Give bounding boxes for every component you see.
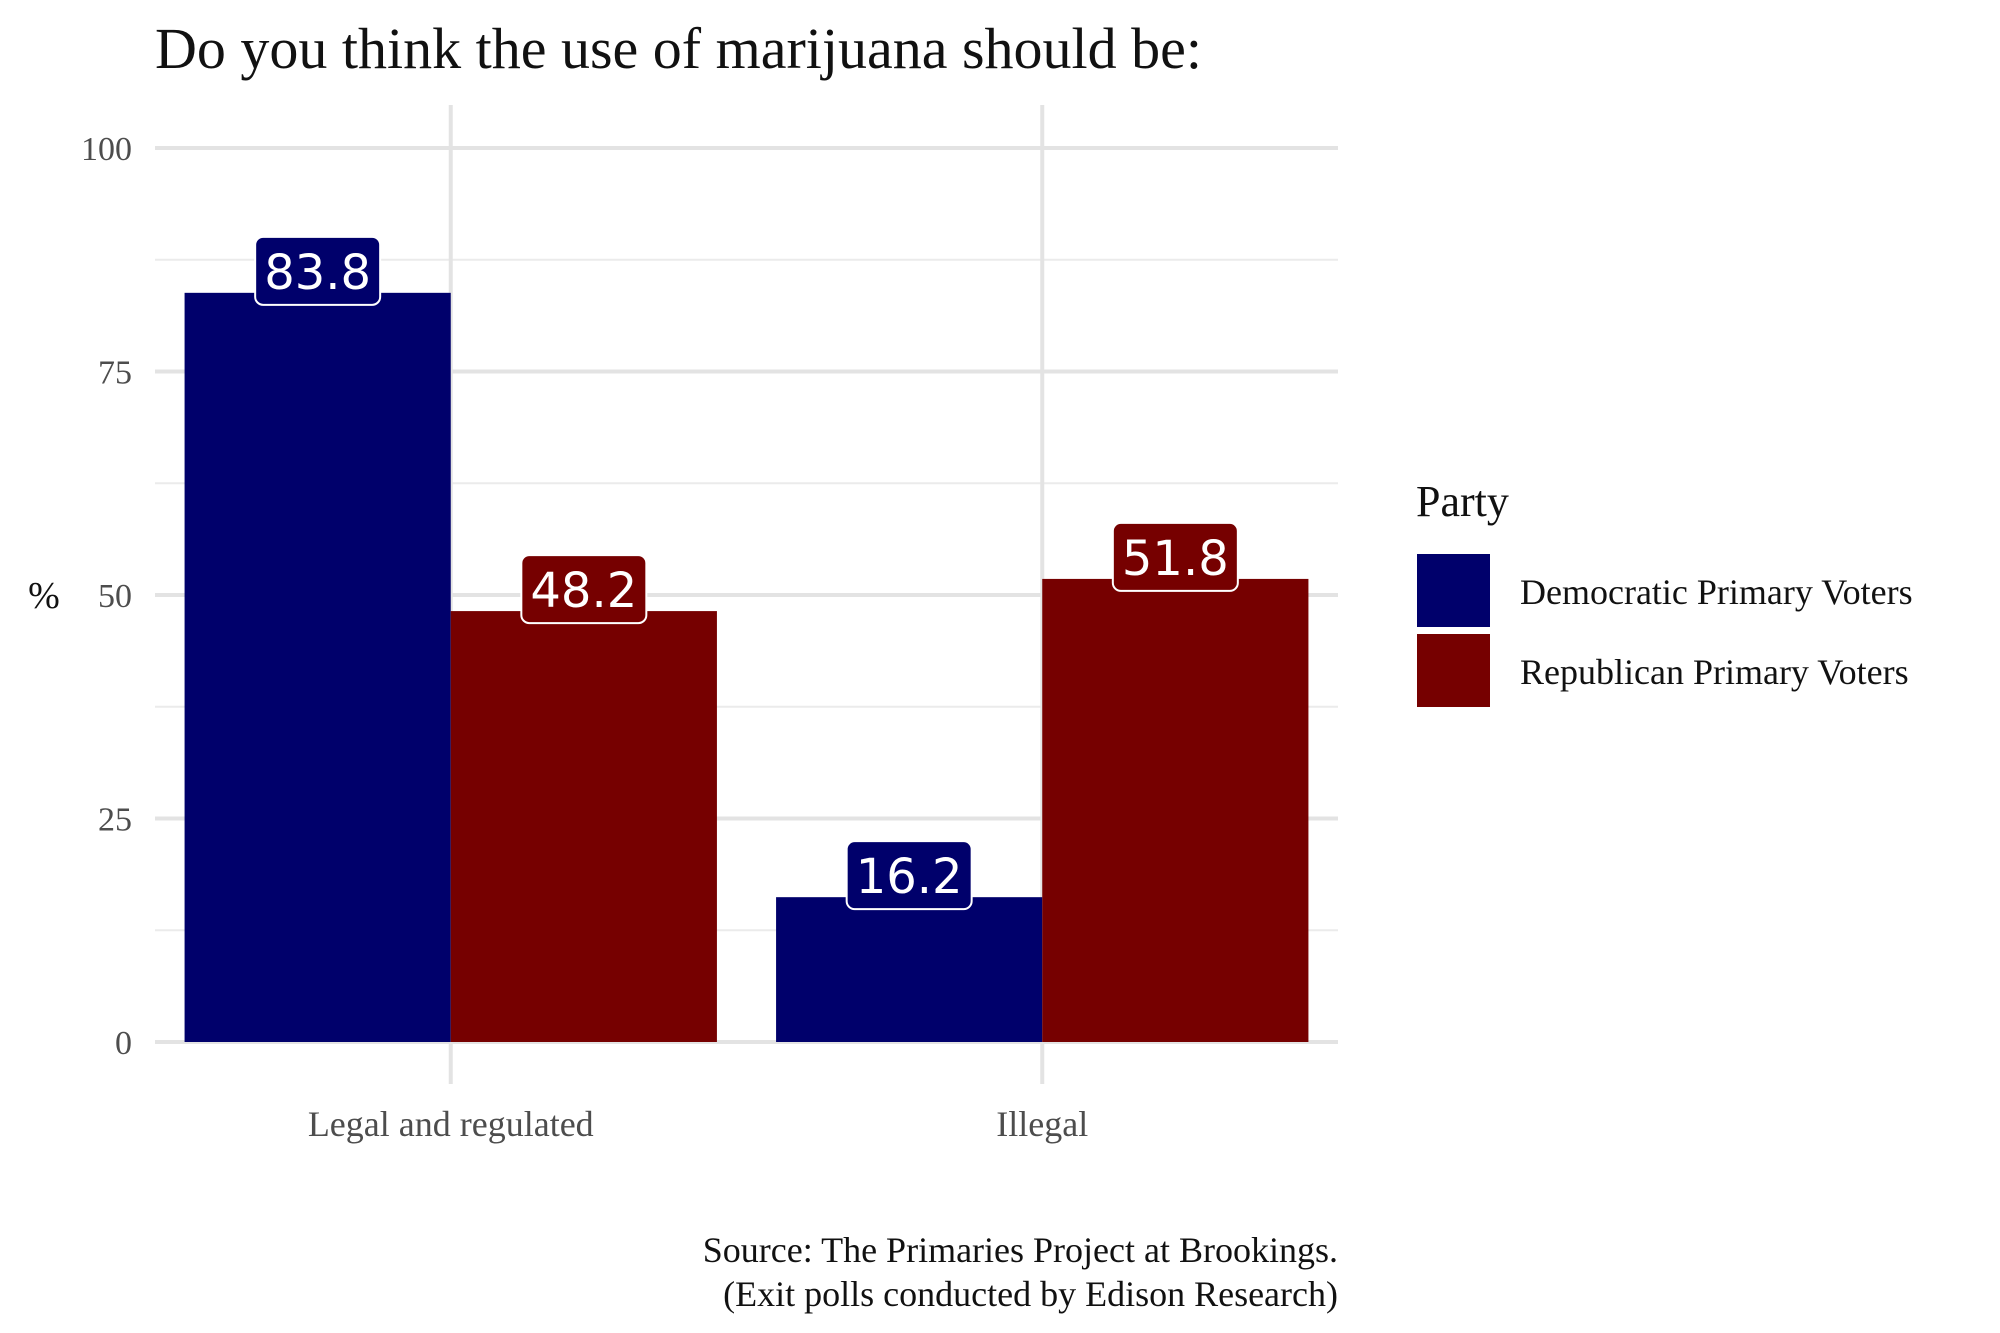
- caption-note: (Exit polls conducted by Edison Research…: [723, 1274, 1338, 1314]
- legend-label-democratic: Democratic Primary Voters: [1520, 572, 1913, 612]
- y-axis-label: %: [28, 575, 60, 617]
- data-label-text: 51.8: [1122, 531, 1229, 587]
- data-label-box: [1111, 521, 1239, 592]
- legend-swatch-democratic: [1415, 552, 1492, 629]
- bars: [184, 292, 1309, 1042]
- data-label-box: [845, 840, 973, 911]
- bar: [450, 611, 717, 1042]
- y-tick-label: 50: [98, 578, 132, 615]
- caption: Source: The Primaries Project at Brookin…: [703, 1230, 1338, 1314]
- data-label-box: [254, 235, 382, 306]
- bar: [776, 897, 1043, 1042]
- data-label: 83.8: [254, 235, 382, 306]
- y-tick-label: 0: [115, 1025, 132, 1062]
- axes: 0 25 50 75 100 Legal and regulated Illegal: [81, 131, 1088, 1144]
- data-label: 48.2: [520, 554, 648, 625]
- legend-swatch-republican: [1415, 632, 1492, 709]
- x-tick-label: Illegal: [996, 1104, 1088, 1144]
- bar: [1042, 578, 1309, 1042]
- caption-source: Source: The Primaries Project at Brookin…: [703, 1230, 1338, 1270]
- y-tick-label: 75: [98, 355, 132, 392]
- data-label: 16.2: [845, 840, 973, 911]
- data-label: 51.8: [1111, 521, 1239, 592]
- bar: [184, 292, 451, 1042]
- legend-title: Party: [1416, 477, 1509, 526]
- legend-label-republican: Republican Primary Voters: [1520, 652, 1909, 692]
- y-tick-label: 25: [98, 802, 132, 839]
- legend: Party Democratic Primary Voters Republic…: [1415, 477, 1913, 709]
- chart-title: Do you think the use of marijuana should…: [155, 16, 1202, 81]
- data-label-box: [520, 554, 648, 625]
- x-tick-label: Legal and regulated: [308, 1104, 594, 1144]
- data-label-text: 83.8: [264, 245, 371, 301]
- data-labels: 83.8 48.2 16.2 51.8: [254, 235, 1239, 911]
- data-label-text: 16.2: [856, 849, 963, 905]
- y-tick-label: 100: [81, 131, 132, 168]
- data-label-text: 48.2: [530, 563, 637, 619]
